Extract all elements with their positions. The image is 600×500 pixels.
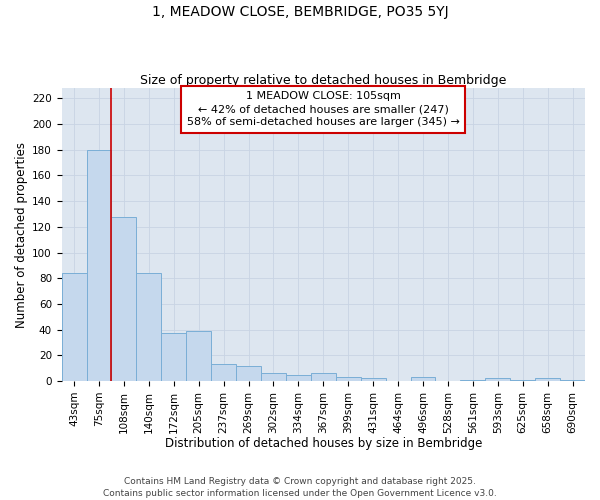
Bar bbox=[286, 374, 311, 381]
Bar bbox=[535, 378, 560, 381]
Bar bbox=[410, 377, 436, 381]
Text: 1 MEADOW CLOSE: 105sqm
← 42% of detached houses are smaller (247)
58% of semi-de: 1 MEADOW CLOSE: 105sqm ← 42% of detached… bbox=[187, 91, 460, 128]
Bar bbox=[336, 377, 361, 381]
Bar bbox=[161, 334, 186, 381]
Bar bbox=[86, 150, 112, 381]
Bar bbox=[560, 380, 585, 381]
Bar bbox=[186, 331, 211, 381]
Text: 1, MEADOW CLOSE, BEMBRIDGE, PO35 5YJ: 1, MEADOW CLOSE, BEMBRIDGE, PO35 5YJ bbox=[152, 5, 448, 19]
Bar bbox=[62, 273, 86, 381]
Bar bbox=[485, 378, 510, 381]
Bar bbox=[510, 380, 535, 381]
Title: Size of property relative to detached houses in Bembridge: Size of property relative to detached ho… bbox=[140, 74, 506, 87]
Bar bbox=[112, 216, 136, 381]
X-axis label: Distribution of detached houses by size in Bembridge: Distribution of detached houses by size … bbox=[164, 437, 482, 450]
Y-axis label: Number of detached properties: Number of detached properties bbox=[15, 142, 28, 328]
Bar bbox=[460, 380, 485, 381]
Bar bbox=[211, 364, 236, 381]
Text: Contains HM Land Registry data © Crown copyright and database right 2025.
Contai: Contains HM Land Registry data © Crown c… bbox=[103, 476, 497, 498]
Bar bbox=[136, 273, 161, 381]
Bar bbox=[361, 378, 386, 381]
Bar bbox=[261, 374, 286, 381]
Bar bbox=[236, 366, 261, 381]
Bar bbox=[311, 374, 336, 381]
